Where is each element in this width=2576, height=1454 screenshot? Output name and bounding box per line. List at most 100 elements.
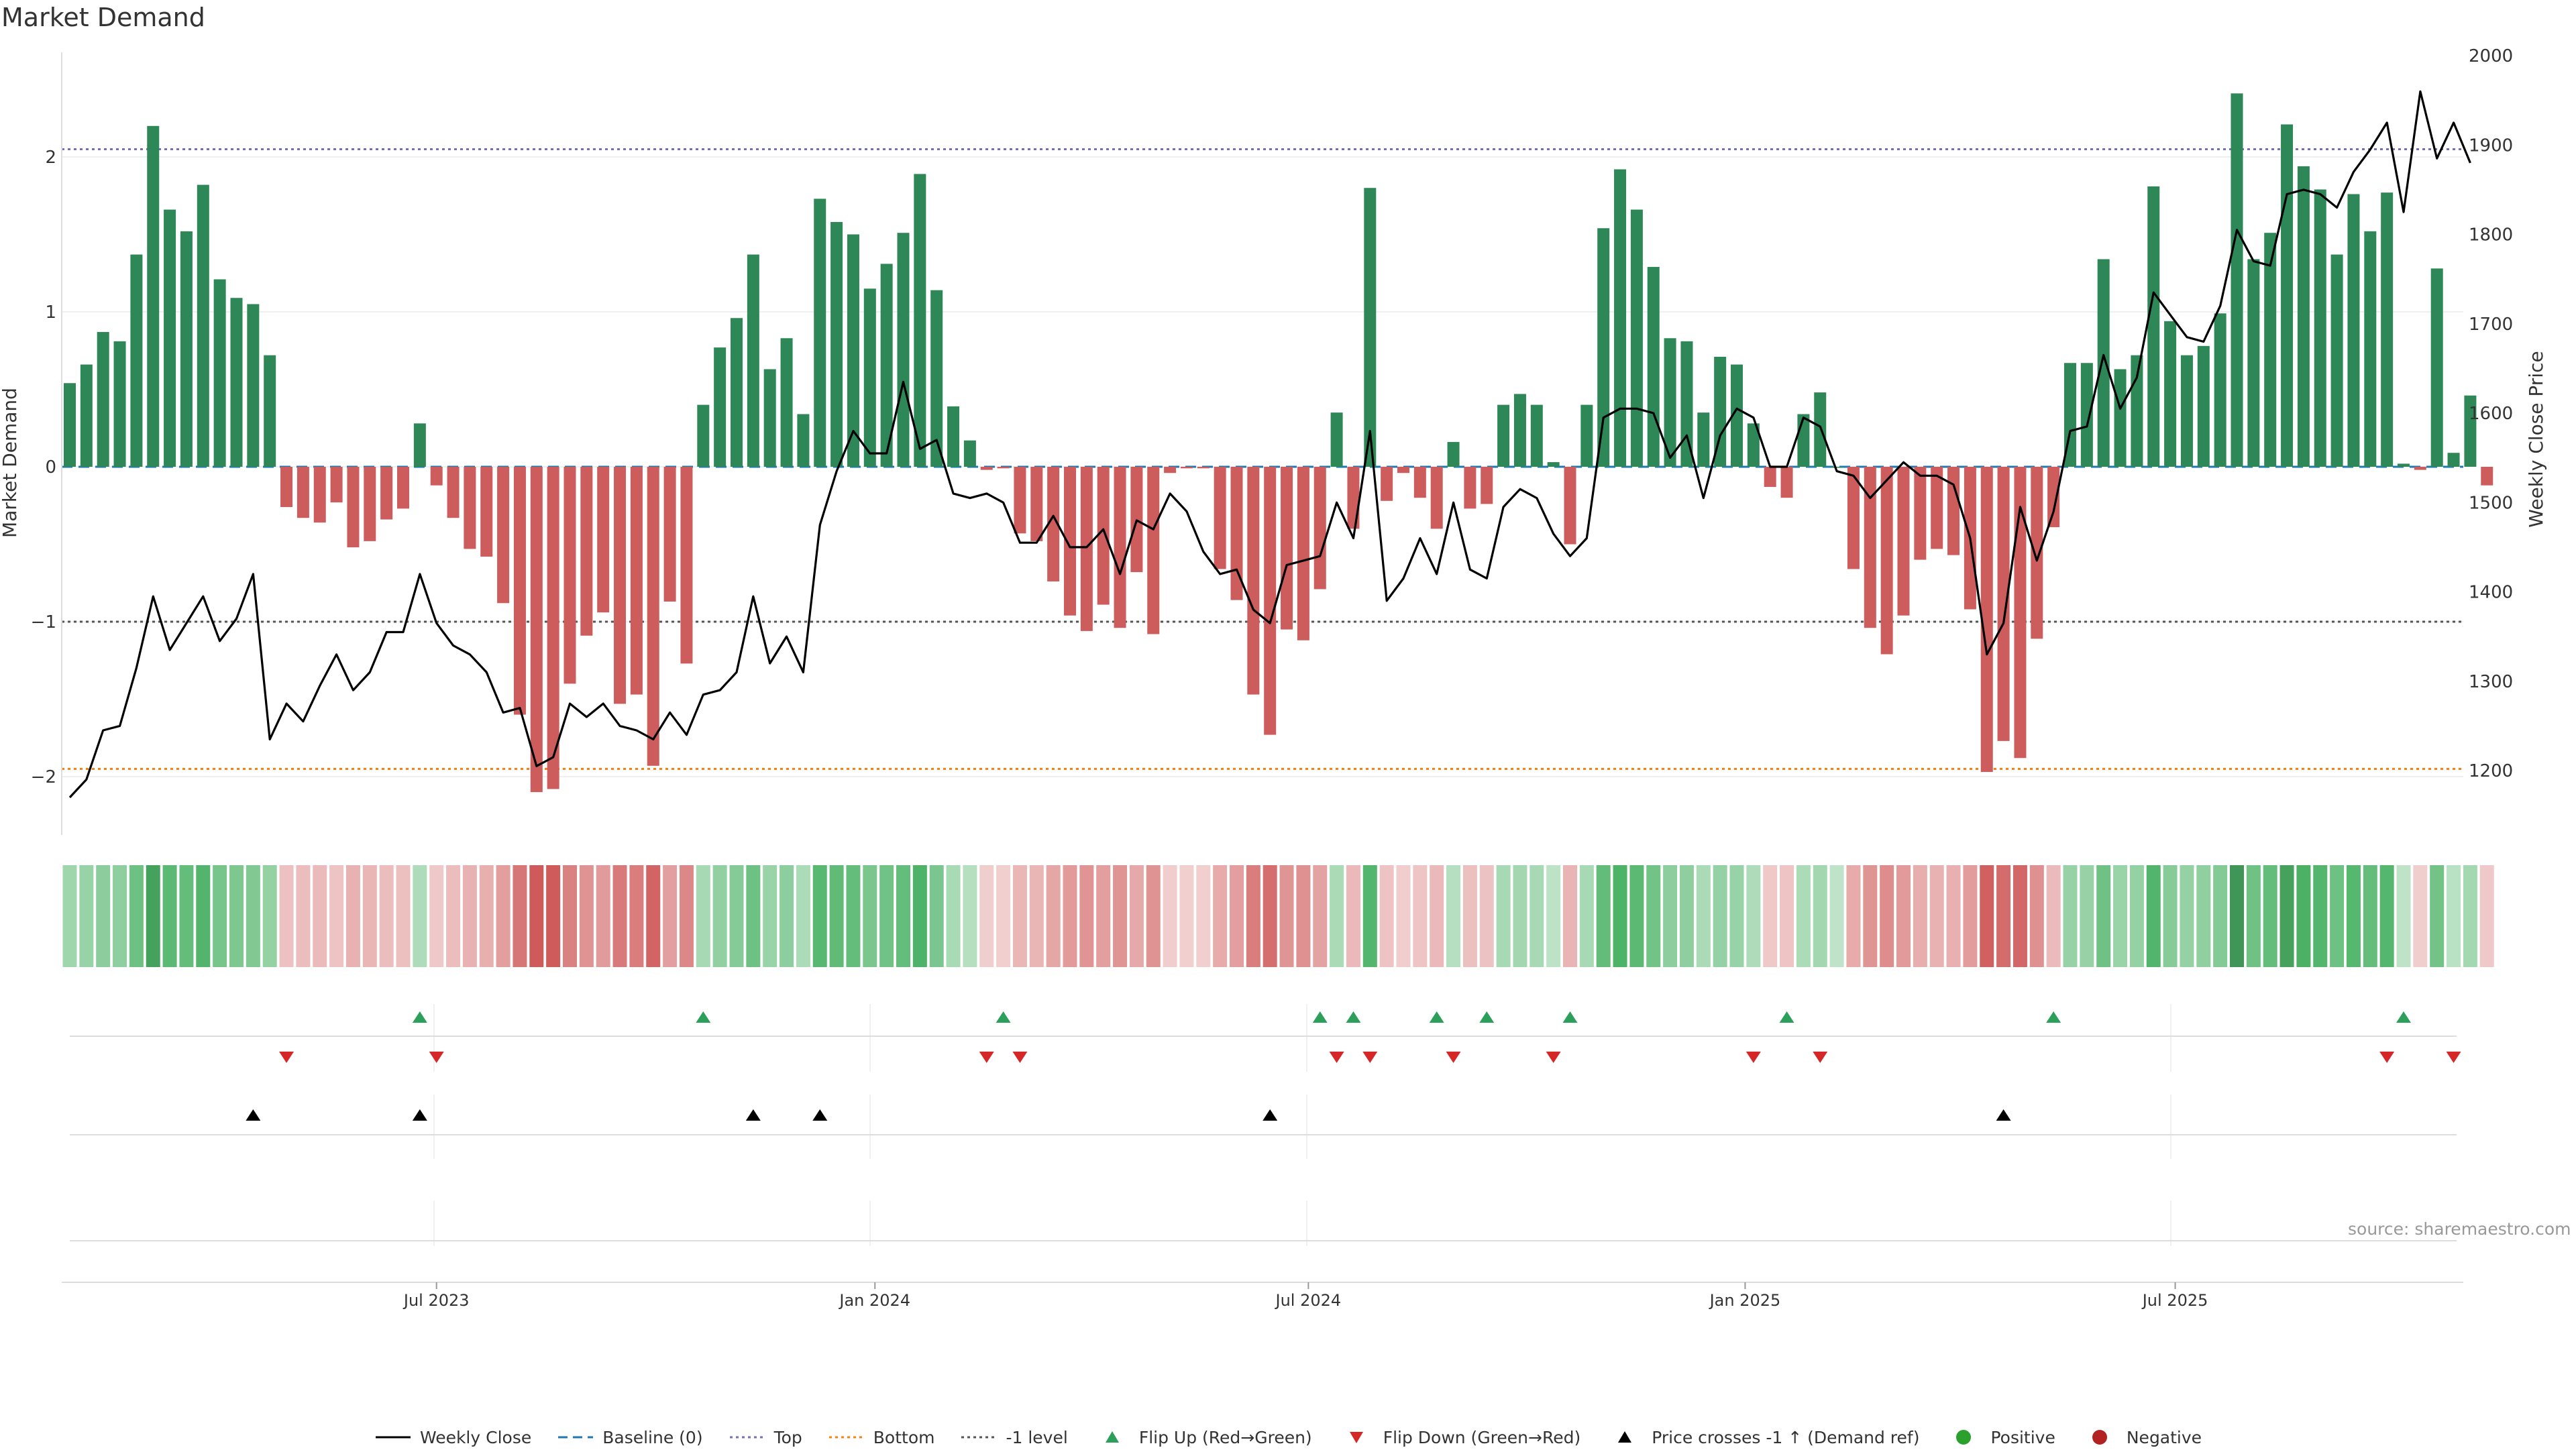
demand-bar bbox=[364, 467, 376, 541]
solid-line-icon bbox=[374, 1429, 412, 1445]
demand-bar bbox=[1114, 467, 1126, 628]
flip-up-marker bbox=[1346, 1011, 1361, 1023]
heat-cell bbox=[1729, 865, 1744, 967]
demand-bar bbox=[180, 231, 193, 467]
heat-cell bbox=[2230, 865, 2244, 967]
heat-cell bbox=[2080, 865, 2094, 967]
demand-bar bbox=[1397, 467, 1409, 473]
demand-bar bbox=[2364, 231, 2377, 467]
demand-bar bbox=[1614, 169, 1627, 467]
price-series bbox=[68, 90, 2471, 799]
demand-bar bbox=[1147, 467, 1160, 634]
demand-bar bbox=[747, 254, 759, 467]
heat-strip bbox=[62, 865, 2494, 967]
heat-cell bbox=[2096, 865, 2111, 967]
heat-cell bbox=[2029, 865, 2044, 967]
legend-item: Flip Up (Red→Green) bbox=[1093, 1428, 1312, 1447]
heat-cell bbox=[2396, 865, 2411, 967]
demand-bar bbox=[2297, 166, 2310, 467]
demand-bar bbox=[380, 467, 393, 520]
demand-bar bbox=[1281, 467, 1293, 630]
heat-cell bbox=[612, 865, 627, 967]
heat-cell bbox=[1446, 865, 1461, 967]
legend-label: Positive bbox=[1990, 1427, 2055, 1447]
heat-cell bbox=[162, 865, 177, 967]
legend-label: Price crosses -1 ↑ (Demand ref) bbox=[1652, 1427, 1920, 1447]
heat-cell bbox=[1980, 865, 1994, 967]
heat-cell bbox=[780, 865, 794, 967]
price-cross-marker bbox=[412, 1109, 427, 1121]
demand-bar bbox=[2047, 467, 2060, 528]
demand-bar bbox=[2164, 321, 2177, 467]
demand-bar bbox=[447, 467, 460, 518]
demand-bar bbox=[2314, 189, 2326, 467]
heat-cell bbox=[579, 865, 594, 967]
y-tick-label: −1 bbox=[31, 612, 56, 632]
demand-bar bbox=[1880, 467, 1893, 655]
heat-cell bbox=[1430, 865, 1444, 967]
heat-cell bbox=[1263, 865, 1277, 967]
demand-bar bbox=[2398, 463, 2410, 467]
y2-tick-label: 1800 bbox=[2469, 225, 2513, 245]
heat-cell bbox=[1613, 865, 1627, 967]
legend-item: Price crosses -1 ↑ (Demand ref) bbox=[1606, 1428, 1919, 1447]
heat-cell bbox=[712, 865, 727, 967]
demand-bar bbox=[2080, 363, 2093, 467]
x-tick-label: Jul 2024 bbox=[1275, 1291, 1342, 1310]
demand-bar bbox=[1597, 228, 1610, 467]
demand-bar bbox=[997, 467, 1010, 469]
demand-bar bbox=[1680, 341, 1693, 467]
legend-label: Flip Down (Green→Red) bbox=[1383, 1427, 1581, 1447]
heat-cell bbox=[129, 865, 144, 967]
heat-cell bbox=[213, 865, 227, 967]
heat-cell bbox=[1296, 865, 1311, 967]
demand-bar bbox=[113, 341, 126, 467]
heat-cell bbox=[113, 865, 127, 967]
demand-bar bbox=[714, 347, 727, 467]
legend-item: -1 level bbox=[960, 1428, 1068, 1447]
demand-bar bbox=[630, 467, 643, 695]
x-tick-label: Jul 2023 bbox=[402, 1291, 470, 1310]
demand-bar bbox=[1164, 467, 1177, 473]
flip-down-marker bbox=[2379, 1052, 2395, 1063]
heat-cell bbox=[1896, 865, 1911, 967]
demand-bar bbox=[2281, 124, 2294, 467]
demand-bar bbox=[130, 254, 143, 467]
flip-up-marker bbox=[696, 1011, 711, 1023]
heat-cell bbox=[746, 865, 761, 967]
demand-bar bbox=[1914, 467, 1927, 560]
demand-bar bbox=[1664, 338, 1676, 467]
demand-bar bbox=[1847, 467, 1860, 569]
heat-cell bbox=[1079, 865, 1094, 967]
heat-cell bbox=[1063, 865, 1077, 967]
heat-cell bbox=[279, 865, 294, 967]
y2-tick-label: 1700 bbox=[2469, 315, 2513, 335]
legend-item: Bottom bbox=[828, 1428, 934, 1447]
demand-bar bbox=[2430, 268, 2443, 467]
demand-bar bbox=[1547, 462, 1560, 467]
demand-bar bbox=[1530, 404, 1543, 467]
demand-bar bbox=[1814, 392, 1827, 467]
heat-cell bbox=[2129, 865, 2144, 967]
demand-bar bbox=[547, 467, 559, 789]
demand-bar bbox=[1564, 467, 1576, 545]
demand-bar bbox=[497, 467, 510, 604]
demand-bar bbox=[697, 404, 710, 467]
heat-cell bbox=[996, 865, 1011, 967]
legend-item: Weekly Close bbox=[374, 1428, 531, 1447]
demand-bar bbox=[1264, 467, 1277, 735]
demand-bar bbox=[1864, 467, 1876, 628]
demand-bars bbox=[64, 93, 2493, 793]
demand-bar bbox=[647, 467, 659, 766]
flip-down-marker bbox=[2446, 1052, 2461, 1063]
flip-down-marker bbox=[1329, 1052, 1344, 1063]
flip-down-marker bbox=[1446, 1052, 1461, 1063]
demand-bar bbox=[2381, 192, 2394, 467]
event-markers bbox=[70, 1004, 2461, 1246]
legend-item: Negative bbox=[2081, 1428, 2202, 1447]
demand-bar bbox=[264, 355, 276, 467]
legend-label: Top bbox=[773, 1427, 802, 1447]
demand-bar bbox=[847, 234, 859, 467]
triangle-up-icon bbox=[1606, 1429, 1644, 1445]
flip-down-marker bbox=[979, 1052, 994, 1063]
